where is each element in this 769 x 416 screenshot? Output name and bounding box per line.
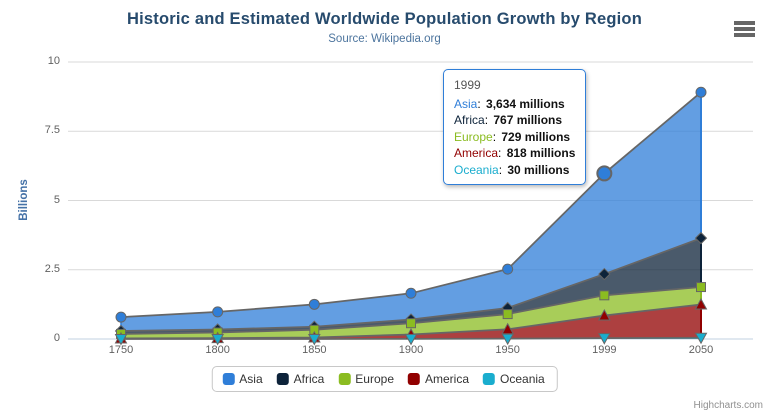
context-menu-button[interactable] xyxy=(734,21,755,37)
legend-item-asia[interactable]: Asia xyxy=(222,372,263,386)
legend-swatch-icon xyxy=(338,373,351,385)
marker-oceania[interactable] xyxy=(597,333,611,345)
x-axis-label: 1800 xyxy=(205,344,230,356)
marker-oceania[interactable] xyxy=(114,333,128,346)
marker-africa[interactable] xyxy=(694,231,708,245)
y-axis-label: 5 xyxy=(53,193,60,206)
x-axis-label: 1999 xyxy=(592,344,617,356)
tooltip-rows: Asia: 3,634 millions Africa: 767 millions… xyxy=(454,96,575,179)
x-axis-label: 1750 xyxy=(108,344,134,356)
marker-oceania[interactable] xyxy=(211,333,225,346)
marker-asia[interactable] xyxy=(502,263,514,275)
marker-oceania[interactable] xyxy=(404,333,418,346)
legend-swatch-icon xyxy=(222,373,235,385)
marker-america[interactable] xyxy=(597,308,611,321)
chart-subtitle: Source: Wikipedia.org xyxy=(328,33,441,45)
hamburger-menu-icon xyxy=(734,21,755,25)
marker-america[interactable] xyxy=(694,297,708,310)
area-africa xyxy=(121,238,701,334)
y-axis-label: 7.5 xyxy=(44,124,60,137)
hamburger-menu-icon xyxy=(734,33,755,37)
chart-title: Historic and Estimated Worldwide Populat… xyxy=(127,10,642,28)
tooltip-header: 1999 xyxy=(454,78,481,92)
x-axis-label: 2050 xyxy=(688,344,714,356)
marker-africa[interactable] xyxy=(598,267,611,281)
credits-link[interactable]: Highcharts.com xyxy=(693,400,763,411)
y-axis-label: 0 xyxy=(53,332,60,344)
marker-oceania[interactable] xyxy=(307,333,321,346)
area-america xyxy=(121,304,701,339)
marker-asia[interactable] xyxy=(596,165,613,182)
legend-item-america[interactable]: America xyxy=(408,372,469,386)
legend-label: Oceania xyxy=(500,372,545,386)
legend: Asia Africa Europe America Oceania xyxy=(211,366,558,392)
legend-label: Europe xyxy=(355,372,395,386)
tooltip-row: Africa: 767 millions xyxy=(454,113,563,127)
legend-item-europe[interactable]: Europe xyxy=(338,372,394,386)
tooltip-row: America: 818 millions xyxy=(454,146,576,160)
marker-oceania[interactable] xyxy=(694,332,708,345)
marker-oceania[interactable] xyxy=(501,333,515,346)
hamburger-menu-icon xyxy=(734,27,755,31)
x-axis-label: 1950 xyxy=(495,344,520,356)
legend-item-africa[interactable]: Africa xyxy=(276,372,325,386)
marker-europe[interactable] xyxy=(406,318,416,329)
legend-label: America xyxy=(425,372,470,386)
tooltip-row: Asia: 3,634 millions xyxy=(454,96,565,111)
legend-swatch-icon xyxy=(408,373,421,385)
x-axis-label: 1850 xyxy=(302,344,327,356)
legend-label: Africa xyxy=(293,372,325,386)
marker-asia[interactable] xyxy=(212,306,224,318)
legend-label: Asia xyxy=(239,372,263,386)
area-asia xyxy=(121,92,701,331)
legend-swatch-icon xyxy=(483,373,496,385)
marker-asia[interactable] xyxy=(405,287,417,299)
x-axis-label: 1900 xyxy=(398,344,424,356)
tooltip-row: Oceania: 30 millions xyxy=(454,162,570,177)
tooltip-row: Europe: 729 millions xyxy=(454,129,571,144)
legend-swatch-icon xyxy=(276,373,289,385)
marker-asia[interactable] xyxy=(695,86,707,98)
marker-europe[interactable] xyxy=(599,290,610,301)
marker-asia[interactable] xyxy=(115,311,127,323)
marker-europe[interactable] xyxy=(696,282,706,293)
tooltip: 1999 Asia: 3,634 millions Africa: 767 mil… xyxy=(443,69,587,185)
legend-item-oceania[interactable]: Oceania xyxy=(483,372,545,386)
y-axis-label: 2.5 xyxy=(44,262,60,275)
y-axis-label: 10 xyxy=(47,55,60,67)
marker-asia[interactable] xyxy=(308,298,320,310)
marker-europe[interactable] xyxy=(502,309,513,320)
